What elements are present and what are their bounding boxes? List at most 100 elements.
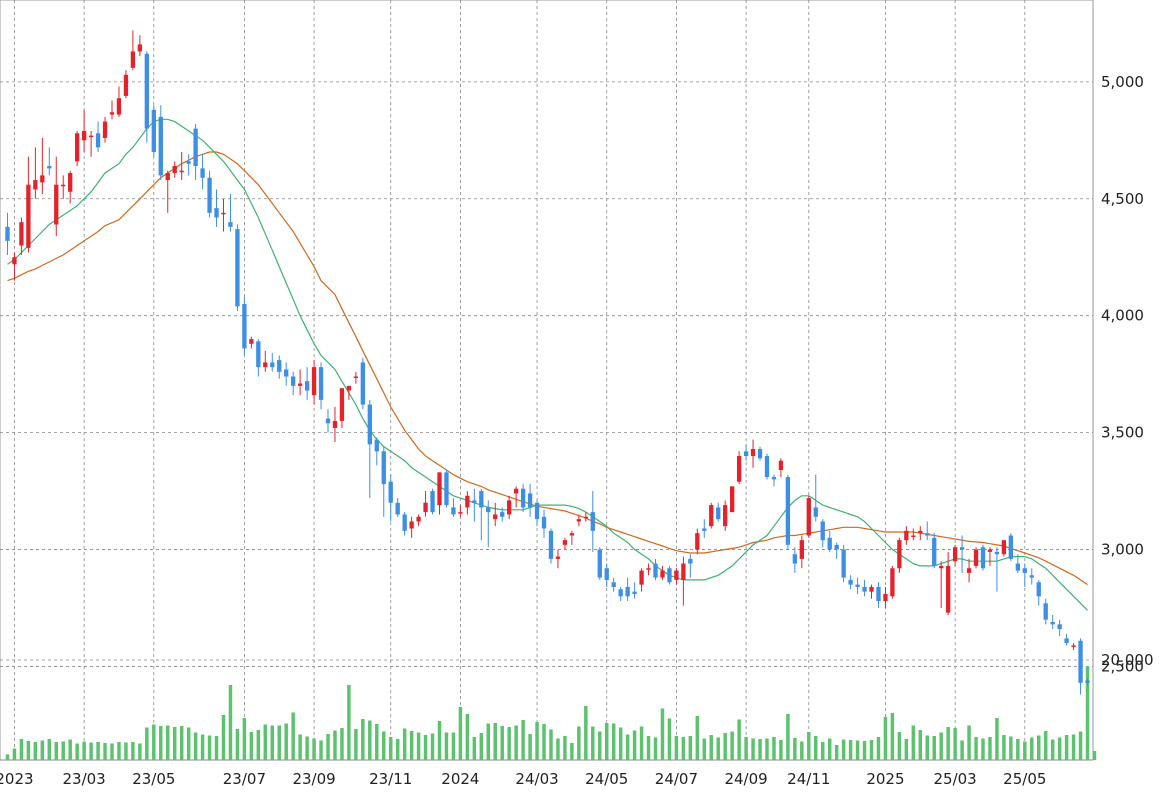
candle-body (785, 477, 791, 545)
candle (451, 498, 456, 517)
volume-bar (758, 739, 762, 760)
price-tick-label: 4,000 (1101, 307, 1144, 325)
volume-bar (793, 738, 797, 760)
volume-bar (772, 737, 776, 760)
candle-body (1064, 638, 1069, 644)
candle-body (569, 533, 575, 536)
volume-bar (152, 724, 156, 760)
candle (597, 547, 602, 580)
candle (102, 116, 108, 143)
candle (367, 399, 372, 499)
volume-bar (270, 725, 275, 760)
candle-body (256, 341, 261, 368)
volume-bar (382, 731, 386, 760)
volume-bar (925, 735, 929, 760)
candle-body (778, 460, 784, 471)
candle (430, 488, 435, 515)
candle (249, 336, 254, 349)
volume-bar (730, 731, 734, 760)
candle (256, 339, 261, 377)
volume-bar (416, 732, 421, 760)
candle-body (925, 533, 930, 536)
candle-body (904, 530, 909, 541)
candle (625, 577, 630, 601)
volume-bar (855, 740, 860, 760)
candle (304, 367, 310, 400)
volume-bar (1092, 751, 1097, 760)
volume-bar (632, 730, 637, 760)
candle (1043, 598, 1048, 625)
candle-body (660, 570, 665, 578)
candle-body (1036, 582, 1041, 597)
volume-bar (312, 738, 316, 760)
volume-bar (981, 738, 985, 760)
candle (228, 194, 233, 232)
candle (702, 519, 707, 538)
candle (221, 198, 226, 232)
candle (764, 453, 770, 480)
candle-body (562, 540, 568, 545)
volume-bar (646, 736, 651, 760)
candle-body (242, 304, 247, 349)
volume-bar (354, 729, 358, 760)
candle (527, 484, 533, 517)
candle-body (402, 514, 407, 531)
candle (855, 577, 860, 594)
volume-bar (604, 723, 609, 760)
candle (911, 528, 916, 541)
candle-body (19, 222, 24, 246)
candle (325, 409, 331, 433)
volume-bar (12, 748, 17, 760)
candle (813, 474, 818, 522)
candle (841, 544, 846, 583)
candle (688, 554, 693, 578)
date-tick-label: 25/05 (1003, 770, 1046, 788)
candle-body (980, 547, 986, 569)
candle (611, 577, 616, 592)
volume-bar (444, 732, 449, 760)
candle (458, 505, 463, 517)
volume-bar (549, 729, 553, 760)
date-tick-label: 24/11 (787, 770, 830, 788)
volume-bar (333, 730, 337, 760)
candle (200, 154, 205, 190)
candle-body (297, 383, 303, 386)
volume-bar (841, 739, 846, 760)
candle-body (827, 537, 832, 550)
ma-long-line (7, 151, 1088, 586)
price-tick-label: 4,500 (1101, 190, 1144, 208)
volume-bar (1036, 735, 1041, 760)
candle (381, 446, 386, 517)
volume-bar (939, 732, 943, 760)
volume-bar (820, 742, 825, 760)
candle (500, 507, 505, 522)
candle-body (513, 488, 519, 494)
volume-bar (1016, 739, 1020, 760)
volume-bar (688, 736, 693, 760)
candle-body (548, 530, 554, 559)
candle-body (653, 563, 658, 578)
volume-bar (702, 738, 707, 760)
price-tick-label: 5,000 (1101, 73, 1144, 91)
volume-bar (1085, 666, 1090, 760)
candle-body (876, 586, 881, 601)
candle (534, 500, 540, 527)
volume-bar (779, 740, 783, 760)
candle (1015, 554, 1020, 573)
candle (332, 406, 338, 442)
candle (660, 565, 665, 580)
candle-body (472, 500, 477, 503)
volume-bar (110, 743, 114, 760)
volume-bar (263, 724, 268, 760)
volume-bar (340, 728, 344, 760)
candle (785, 474, 791, 550)
volume-bar (918, 730, 923, 760)
volume-bar (388, 737, 393, 760)
candle-body (541, 516, 547, 529)
date-tick-label: 25/03 (934, 770, 977, 788)
candle (883, 586, 888, 608)
candle (932, 533, 937, 569)
candle (667, 565, 672, 585)
price-tick-label: 3,000 (1101, 541, 1144, 559)
candle (479, 488, 484, 541)
